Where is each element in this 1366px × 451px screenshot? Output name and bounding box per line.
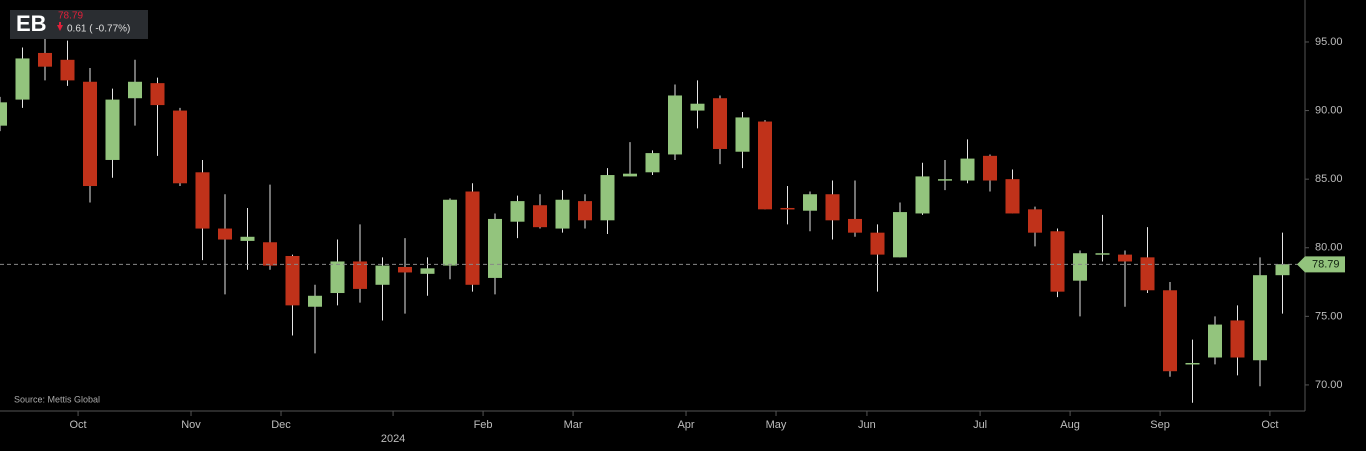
source: Source: Mettis Global (14, 394, 100, 404)
candle-body (128, 81, 142, 99)
candle-body (263, 242, 277, 266)
candle-body (375, 265, 390, 285)
candle-body (1028, 209, 1042, 233)
down-arrow-icon (57, 22, 63, 31)
y-tick-label: 95.00 (1315, 36, 1343, 48)
candle-body (150, 83, 165, 106)
candle-body (1163, 290, 1177, 372)
header-price: 78.79 (58, 11, 83, 22)
candle-body (1185, 362, 1200, 365)
x-tick-label: Dec (271, 419, 291, 431)
candle-body (915, 176, 930, 214)
candle-body (780, 207, 795, 210)
candle-body (668, 95, 682, 155)
plot (0, 37, 1290, 403)
candle-body (600, 175, 615, 221)
candle-body (285, 255, 300, 306)
candle-body (690, 103, 705, 111)
candle-body (938, 179, 952, 181)
candle-body (960, 158, 975, 181)
candle-body (1140, 257, 1155, 291)
x-tick-label: Oct (70, 419, 87, 431)
candle-body (420, 268, 435, 274)
candle-body (1230, 320, 1245, 358)
candle-body (398, 266, 412, 273)
candle-body (1005, 179, 1020, 214)
y-tick-label: 80.00 (1315, 242, 1343, 254)
candle-body (173, 110, 187, 184)
candle-body (713, 98, 727, 149)
candle-body (510, 201, 525, 222)
candle-body (353, 261, 367, 289)
last-price-tag (1297, 256, 1345, 273)
x-tick-label: Jul (973, 419, 987, 431)
x-tick-label: Jun (858, 419, 876, 431)
x-tick-label: Oct (1261, 419, 1278, 431)
x-tick-label: Sep (1150, 419, 1170, 431)
x-tick-label: Feb (474, 419, 493, 431)
header-change: 0.61 ( -0.77%) (67, 24, 130, 35)
candle-body (758, 121, 772, 210)
candle-body (870, 232, 885, 255)
candle-body (893, 212, 907, 258)
candle-body (443, 199, 457, 266)
candle-body (533, 205, 547, 228)
last-price-label: 78.79 (1312, 258, 1340, 270)
candle-body (645, 153, 660, 173)
candle-body (1275, 264, 1290, 276)
candle-body (60, 59, 75, 81)
candle-body (465, 191, 480, 285)
candle-body (825, 194, 840, 221)
candle-body (308, 295, 322, 307)
candle-body (848, 218, 862, 233)
candle-body (1208, 324, 1222, 358)
candle-body (623, 173, 637, 177)
candle-body (218, 228, 232, 240)
y-tick-label: 75.00 (1315, 310, 1343, 322)
candle-body (0, 102, 7, 126)
candle-body (1118, 254, 1132, 262)
candle-body (983, 155, 997, 181)
candle-body (1073, 253, 1087, 281)
y-tick-label: 85.00 (1315, 173, 1343, 185)
y-tick-label: 70.00 (1315, 379, 1343, 391)
candle-body (330, 261, 345, 294)
x-tick-label: Apr (677, 419, 694, 431)
x-tick-label: Nov (181, 419, 201, 431)
y-tick-label: 90.00 (1315, 104, 1343, 116)
candle-body (1253, 275, 1267, 361)
candle-body (195, 172, 210, 229)
candle-body (1050, 231, 1065, 292)
candle-body (105, 99, 120, 160)
candle-body (488, 218, 502, 278)
ticker: EB (16, 11, 47, 36)
x-tick-label: Aug (1060, 419, 1080, 431)
candle-body (803, 194, 817, 211)
x-tick-label: Mar (564, 419, 583, 431)
x-tick-label: May (766, 419, 787, 431)
x-tick-label: 2024 (381, 433, 405, 445)
candle-body (240, 236, 255, 241)
candle-body (1095, 253, 1110, 255)
candle-body (555, 199, 570, 229)
header-box (10, 10, 148, 39)
candle-body (83, 81, 97, 187)
candle-body (735, 117, 750, 152)
candle-body (578, 201, 592, 221)
candle-body (15, 58, 30, 100)
candle-body (38, 52, 52, 67)
